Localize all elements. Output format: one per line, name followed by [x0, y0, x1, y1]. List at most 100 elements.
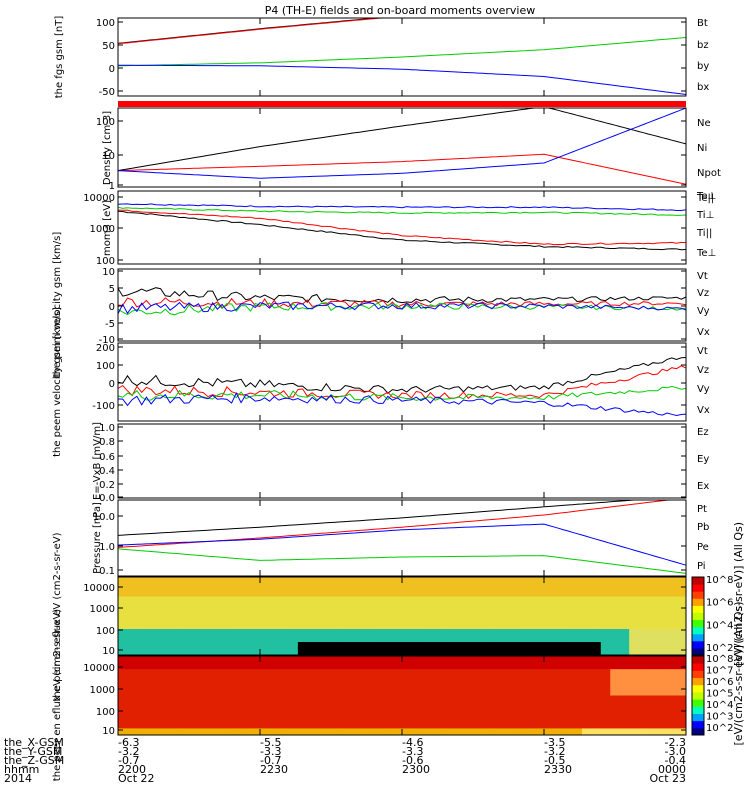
- orbit-cell: Oct 23: [649, 772, 686, 785]
- spectrogram-cell: [600, 682, 611, 690]
- spectrogram-cell: [496, 695, 507, 703]
- spectrogram-cell: [165, 590, 176, 597]
- spectrogram-cell: [165, 675, 176, 683]
- spectrogram-cell: [392, 609, 403, 617]
- spectrogram-cell: [525, 702, 536, 710]
- spectrogram-cell: [610, 695, 621, 703]
- spectrogram-cell: [241, 688, 252, 696]
- spectrogram-cell: [278, 622, 289, 630]
- spectrogram-cell: [515, 715, 526, 723]
- spectrogram-cell: [525, 596, 536, 604]
- spectrogram-cell: [496, 721, 507, 729]
- spectrogram-cell: [411, 721, 422, 729]
- spectrogram-cell: [278, 635, 289, 643]
- spectrogram-cell: [118, 635, 128, 643]
- legend-temperature-3: Te⊥: [696, 248, 716, 259]
- spectrogram-cell: [562, 577, 573, 584]
- spectrogram-cell: [534, 662, 545, 670]
- spectrogram-cell: [420, 682, 431, 690]
- spectrogram-cell: [354, 688, 365, 696]
- spectrogram-cell: [402, 616, 412, 623]
- spectrogram-cell: [118, 577, 128, 584]
- spectrogram-cell: [477, 682, 488, 690]
- spectrogram-cell: [392, 603, 403, 610]
- spectrogram-cell: [430, 609, 441, 617]
- spectrogram-cell: [231, 702, 242, 710]
- spectrogram-cell: [288, 590, 299, 597]
- spectrogram-cell: [581, 702, 592, 710]
- spectrogram-cell: [174, 682, 185, 690]
- spectrogram-cell: [487, 695, 498, 703]
- spectrogram-cell: [146, 622, 157, 630]
- spectrogram-cell: [515, 596, 526, 604]
- spectrogram-cell: [174, 695, 185, 703]
- spectrogram-cell: [676, 708, 687, 716]
- spectrogram-cell: [127, 721, 138, 729]
- spectrogram-cell: [458, 648, 469, 656]
- spectrogram-cell: [515, 662, 526, 670]
- spectrogram-cell: [222, 721, 233, 729]
- ytick-label: 10000: [83, 583, 115, 594]
- spectrogram-cell: [439, 583, 450, 591]
- spectrogram-cell: [581, 715, 592, 723]
- spectrogram-cell: [278, 583, 289, 591]
- spectrogram-cell: [562, 635, 573, 643]
- spectrogram-cell: [581, 596, 592, 604]
- spectrogram-cell: [544, 629, 554, 636]
- spectrogram-cell: [364, 688, 375, 696]
- ylabel-density: Density [cm-3]: [102, 111, 113, 185]
- spectrogram-cell: [260, 577, 270, 584]
- spectrogram-cell: [515, 695, 526, 703]
- spectrogram-cell: [477, 656, 488, 664]
- spectrogram-cell: [458, 656, 469, 664]
- series-peim_velocity-3: [117, 301, 687, 315]
- spectrogram-cell: [487, 688, 498, 696]
- spectrogram-cell: [241, 583, 252, 591]
- spectrogram-cell: [231, 688, 242, 696]
- spectrogram-cell: [231, 635, 242, 643]
- spectrogram-cell: [335, 708, 346, 716]
- spectrogram-cell: [638, 656, 649, 664]
- spectrogram-cell: [364, 603, 375, 610]
- spectrogram-cell: [458, 702, 469, 710]
- spectrogram-cell: [326, 635, 337, 643]
- spectrogram-cell: [383, 609, 394, 617]
- spectrogram-cell: [496, 590, 507, 597]
- spectrogram-cell: [136, 629, 147, 636]
- spectrogram-cell: [212, 695, 223, 703]
- spectrogram-cell: [155, 642, 166, 649]
- spectrogram-cell: [553, 708, 564, 716]
- spectrogram-cell: [354, 577, 365, 584]
- spectrogram-cell: [288, 695, 299, 703]
- spectrogram-cell: [515, 642, 526, 649]
- spectrogram-cell: [184, 708, 195, 716]
- spectrogram-cell: [402, 662, 412, 670]
- spectrogram-cell: [591, 656, 602, 664]
- spectrogram-cell: [420, 642, 431, 649]
- spectrogram-cell: [515, 688, 526, 696]
- spectrogram-cell: [155, 708, 166, 716]
- spectrogram-cell: [288, 642, 299, 649]
- spectrogram-cell: [629, 688, 640, 696]
- spectrogram-cell: [335, 609, 346, 617]
- panel-frame: [117, 499, 687, 577]
- spectrogram-cell: [544, 662, 554, 670]
- spectrogram-cell: [212, 715, 223, 723]
- spectrogram-cell: [212, 702, 223, 710]
- ytick-label: 0.1: [99, 566, 115, 577]
- spectrogram-cell: [477, 695, 488, 703]
- spectrogram-cell: [165, 603, 176, 610]
- spectrogram-cell: [420, 583, 431, 591]
- spectrogram-cell: [373, 656, 384, 664]
- spectrogram-cell: [127, 662, 138, 670]
- spectrogram-cell: [184, 662, 195, 670]
- spectrogram-cell: [468, 708, 479, 716]
- legend-peem_velocity-1: Vz: [697, 365, 709, 376]
- spectrogram-cell: [127, 590, 138, 597]
- spectrogram-cell: [383, 577, 394, 584]
- spectrogram-cell: [278, 715, 289, 723]
- spectrogram-cell: [600, 609, 611, 617]
- spectrogram-cell: [572, 609, 583, 617]
- spectrogram-cell: [193, 688, 204, 696]
- spectrogram-cell: [203, 603, 214, 610]
